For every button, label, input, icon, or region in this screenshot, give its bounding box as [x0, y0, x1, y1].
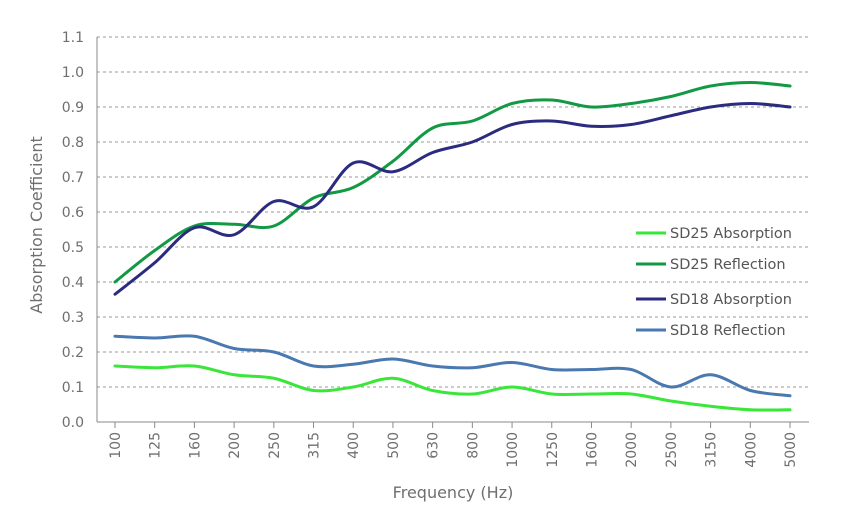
x-tick-label: 500 [386, 432, 402, 459]
legend-label-sd18-absorption: SD18 Absorption [670, 292, 792, 308]
series-line-sd18-absorption [113, 102, 792, 296]
legend: SD25 Absorption SD25 Reflection SD18 Absor… [636, 226, 792, 339]
y-tick-label: 0.6 [62, 205, 84, 221]
x-tick-label: 125 [148, 432, 164, 459]
x-tick-label: 1250 [545, 432, 561, 468]
x-tick-label: 160 [187, 432, 203, 459]
legend-label-sd25-reflection: SD25 Reflection [670, 257, 786, 273]
y-tick-label: 0.5 [62, 240, 84, 256]
x-tick-label: 250 [267, 432, 283, 459]
x-tick-label: 315 [307, 432, 323, 459]
x-tick-label: 4000 [743, 432, 759, 468]
y-tick-label: 0.8 [62, 135, 84, 151]
x-tick-label: 5000 [783, 432, 799, 468]
series-lines [113, 81, 792, 412]
legend-label-sd25-absorption: SD25 Absorption [670, 226, 792, 242]
series-line-sd18-reflection [113, 334, 792, 398]
y-tick-label: 0.2 [62, 345, 84, 361]
y-tick-label: 1.1 [62, 30, 84, 46]
y-tick-label: 0.0 [62, 415, 84, 431]
axes [96, 37, 809, 428]
y-tick-label: 0.4 [62, 275, 84, 291]
y-tick-label: 0.3 [62, 310, 84, 326]
series-line-sd25-absorption [113, 364, 792, 412]
x-tick-labels: 100 125 160 200 250 315 400 500 630 800 1000 1250 16… [108, 432, 799, 468]
x-tick-label: 200 [227, 432, 243, 459]
y-axis-title: Absorption Coefficient [27, 136, 46, 313]
x-tick-label: 3150 [704, 432, 720, 468]
y-tick-label: 0.9 [62, 100, 84, 116]
series-line-sd25-reflection [113, 81, 792, 284]
grid-lines [97, 36, 809, 388]
x-tick-label: 1600 [584, 432, 600, 468]
x-tick-label: 400 [346, 432, 362, 459]
x-tick-label: 800 [465, 432, 481, 459]
y-tick-label: 0.7 [62, 170, 84, 186]
y-tick-labels: 0.0 0.1 0.2 0.3 0.4 0.5 0.6 0.7 0.8 0.9 1.0 1.1 [62, 30, 84, 431]
x-tick-label: 100 [108, 432, 124, 459]
y-tick-label: 0.1 [62, 380, 84, 396]
legend-label-sd18-reflection: SD18 Reflection [670, 323, 786, 339]
x-tick-label: 1000 [505, 432, 521, 468]
x-tick-label: 2500 [664, 432, 680, 468]
x-tick-label: 2000 [624, 432, 640, 468]
x-tick-label: 630 [426, 432, 442, 459]
y-tick-label: 1.0 [62, 65, 84, 81]
x-axis-title: Frequency (Hz) [393, 483, 514, 502]
